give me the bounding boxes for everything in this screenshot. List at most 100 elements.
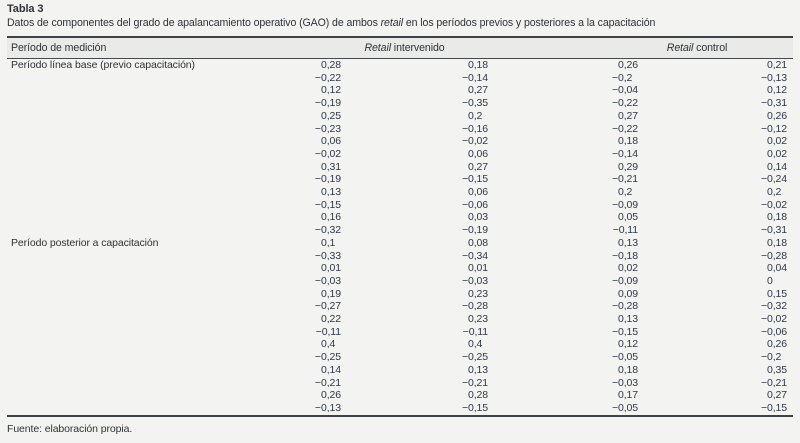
header-row: Período de medición Retail intervenido R… <box>7 37 794 59</box>
value-cell: −0,06 <box>760 325 788 338</box>
retail-intervenido-rest: intervenido <box>390 42 445 54</box>
value-cell: −0,03 <box>314 274 341 287</box>
value-cell: 0,29 <box>617 160 639 173</box>
col-header-retail-intervenido: Retail intervenido <box>297 37 495 59</box>
value-cell: −0,06 <box>461 198 489 211</box>
value-cell: −0,15 <box>461 401 489 414</box>
value-cell: 0,26 <box>320 389 341 402</box>
value-cell: 0,20 <box>467 109 483 122</box>
value-cell: 0,27 <box>467 160 489 173</box>
value-cell: 0,02 <box>617 262 639 275</box>
value-cell: 0,13 <box>467 363 489 376</box>
table-row: 0,22 0,23 0,13 −0,02 <box>7 313 793 326</box>
value-cell: 0,14 <box>320 363 341 376</box>
value-cell: 0,23 <box>467 313 489 326</box>
value-cell: −0,11 <box>315 325 341 338</box>
value-cell: −0,19 <box>314 97 341 110</box>
value-cell: 0,18 <box>766 236 788 249</box>
value-cell: −0,28 <box>760 249 788 262</box>
value-cell: −0,02 <box>314 147 341 160</box>
value-cell: −0,23 <box>314 122 341 135</box>
retail-control-rest: control <box>693 42 728 54</box>
section-label: Período posterior a capacitación <box>11 236 159 249</box>
table-row: −0,15 −0,06 −0,09 −0,02 <box>7 199 793 212</box>
table-row: 0,31 0,27 0,29 0,14 <box>7 161 793 174</box>
value-cell: −0,21 <box>461 376 489 389</box>
value-cell: −0,22 <box>611 97 639 110</box>
value-cell: 0,25 <box>320 109 341 122</box>
value-cell: 0,18 <box>766 211 788 224</box>
value-cell: 0,26 <box>766 338 788 351</box>
value-cell: 0,28 <box>467 389 489 402</box>
table-row: 0,26 0,28 0,17 0,27 <box>7 389 793 402</box>
table-row: 0,12 0,27 −0,04 0,12 <box>7 84 793 97</box>
value-cell: 0,12 <box>320 84 341 97</box>
value-cell: −0,21 <box>611 173 639 186</box>
table-row: 0,40 0,40 0,12 0,26 <box>7 338 793 351</box>
value-cell: −0,15 <box>461 173 489 186</box>
value-cell: −0,21 <box>760 376 788 389</box>
value-cell: 0,13 <box>617 313 639 326</box>
value-cell: 0,04 <box>766 262 788 275</box>
table-row: 0,14 0,13 0,18 0,35 <box>7 364 793 377</box>
value-cell: 0,35 <box>766 363 788 376</box>
table-row: −0,32 −0,19 −0,11 −0,31 <box>7 224 793 237</box>
value-cell: 0,03 <box>467 211 489 224</box>
value-cell: −0,03 <box>611 376 639 389</box>
value-cell: −0,28 <box>461 300 489 313</box>
value-cell: 0,17 <box>617 389 639 402</box>
table-row: −0,23 −0,16 −0,22 −0,12 <box>7 123 793 136</box>
value-cell: 0,40 <box>320 338 336 351</box>
value-cell: 0,12 <box>617 338 639 351</box>
caption-text-after: en los períodos previos y posteriores a … <box>403 17 656 29</box>
table-row: −0,19 −0,35 −0,22 −0,31 <box>7 97 793 110</box>
value-cell: 0,00 <box>766 274 773 287</box>
table-row: −0,03 −0,03 −0,09 0,00 <box>7 275 793 288</box>
table-row: Período línea base (previo capacitación)… <box>7 59 793 72</box>
value-cell: 0,12 <box>766 84 788 97</box>
table-body: Período línea base (previo capacitación)… <box>7 59 793 416</box>
value-cell: 0,22 <box>320 313 341 326</box>
value-cell: −0,12 <box>760 122 788 135</box>
table-row: −0,11 −0,11 −0,15 −0,06 <box>7 326 793 339</box>
value-cell: −0,02 <box>461 135 489 148</box>
value-cell: −0,31 <box>760 224 788 237</box>
caption-text-before: Datos de componentes del grado de apalan… <box>7 17 381 29</box>
table-row: Período posterior a capacitación 0,10 0,08… <box>7 237 793 250</box>
value-cell: −0,16 <box>461 122 489 135</box>
value-cell: −0,15 <box>611 325 639 338</box>
value-cell: −0,19 <box>461 224 489 237</box>
value-cell: −0,31 <box>760 97 788 110</box>
value-cell: −0,20 <box>611 71 633 84</box>
table-row: 0,19 0,23 0,09 0,15 <box>7 288 793 301</box>
value-cell: 0,19 <box>320 287 341 300</box>
value-cell: −0,19 <box>314 173 341 186</box>
value-cell: −0,21 <box>314 376 341 389</box>
retail-intervenido-italic: Retail <box>364 42 391 54</box>
value-cell: −0,13 <box>760 71 788 84</box>
source-note: Fuente: elaboración propia. <box>7 422 133 435</box>
caption-text-italic: retail <box>380 17 403 29</box>
value-cell: 0,27 <box>467 84 489 97</box>
col-header-periodo-de-medicion: Período de medición <box>7 37 297 59</box>
value-cell: 0,27 <box>617 109 639 122</box>
value-cell: 0,14 <box>766 160 788 173</box>
value-cell: 0,13 <box>320 186 341 199</box>
value-cell: −0,25 <box>461 351 489 364</box>
value-cell: 0,20 <box>617 186 633 199</box>
table-row: −0,33 −0,34 −0,18 −0,28 <box>7 250 793 263</box>
value-cell: 0,20 <box>766 186 782 199</box>
value-cell: −0,22 <box>611 122 639 135</box>
value-cell: −0,33 <box>314 249 341 262</box>
value-cell: −0,14 <box>611 147 639 160</box>
value-cell: 0,26 <box>766 109 788 122</box>
value-cell: 0,09 <box>617 287 639 300</box>
value-cell: −0,15 <box>314 198 341 211</box>
value-cell: 0,16 <box>320 211 341 224</box>
value-cell: −0,24 <box>760 173 788 186</box>
table-row: 0,16 0,03 0,05 0,18 <box>7 211 793 224</box>
value-cell: 0,06 <box>467 186 489 199</box>
value-cell: −0,35 <box>461 97 489 110</box>
table-row: −0,21 −0,21 −0,03 −0,21 <box>7 377 793 390</box>
value-cell: 0,06 <box>467 147 489 160</box>
